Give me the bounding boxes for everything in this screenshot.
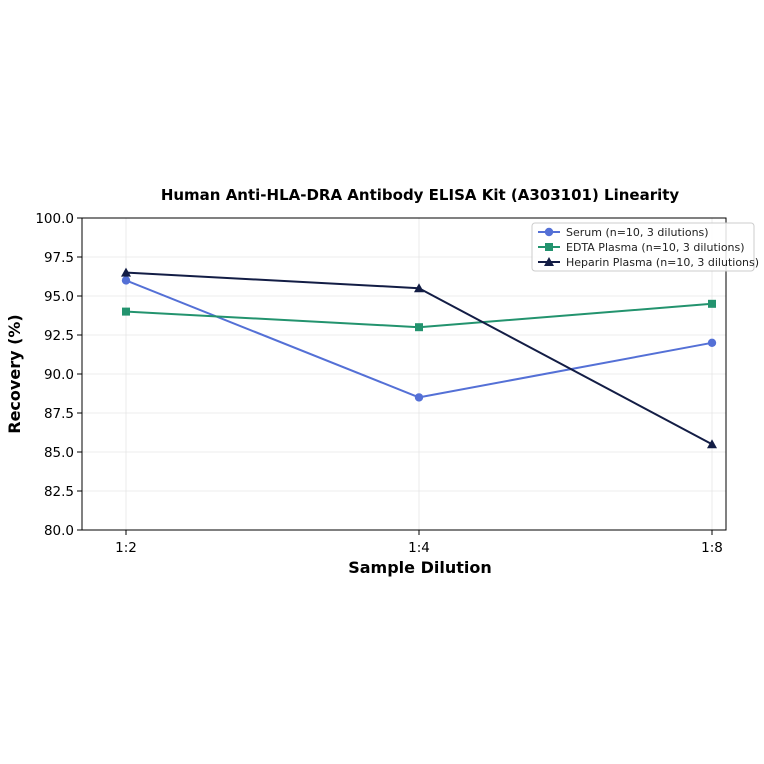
y-tick-label: 97.5 [44, 250, 74, 266]
data-point [122, 307, 130, 316]
y-axis-label: Recovery (%) [5, 314, 24, 433]
data-point [707, 338, 717, 347]
data-point [121, 276, 131, 285]
legend-entry: EDTA Plasma (n=10, 3 dilutions) [566, 241, 745, 254]
series-1 [121, 276, 717, 402]
data-point [414, 283, 424, 293]
series-2 [122, 299, 716, 332]
chart-title: Human Anti-HLA-DRA Antibody ELISA Kit (A… [161, 186, 680, 204]
x-tick-label: 1:2 [115, 540, 137, 556]
data-point [121, 267, 131, 277]
data-point [707, 439, 717, 449]
x-axis-label: Sample Dilution [348, 558, 492, 577]
legend-marker [544, 227, 554, 237]
y-tick-label: 90.0 [44, 367, 74, 383]
y-axis: 80.0 82.5 85.0 87.5 90.0 92.5 95.0 97.5 100.0 [35, 211, 82, 539]
legend-box [531, 222, 755, 272]
x-tick-label: 1:8 [701, 540, 723, 556]
x-tick-label: 1:4 [408, 540, 430, 556]
y-tick-label: 85.0 [44, 445, 74, 461]
y-tick-label: 87.5 [44, 406, 74, 422]
legend-entry: Heparin Plasma (n=10, 3 dilutions) [566, 256, 759, 269]
legend-entry: Serum (n=10, 3 dilutions) [566, 226, 709, 239]
data-point [414, 393, 424, 402]
y-tick-label: 95.0 [44, 289, 74, 305]
y-tick-label: 82.5 [44, 484, 74, 500]
legend-marker [545, 243, 553, 251]
y-tick-label: 100.0 [35, 211, 74, 227]
x-axis: 1:2 1:4 1:8 [115, 530, 723, 556]
legend: Serum (n=10, 3 dilutions) EDTA Plasma (n=… [531, 222, 759, 272]
data-point [708, 299, 716, 308]
legend-marker [544, 257, 554, 266]
y-tick-label: 92.5 [44, 328, 74, 344]
y-tick-label: 80.0 [44, 523, 74, 539]
data-point [415, 323, 423, 332]
series-group [121, 267, 717, 449]
series-3 [121, 267, 717, 449]
